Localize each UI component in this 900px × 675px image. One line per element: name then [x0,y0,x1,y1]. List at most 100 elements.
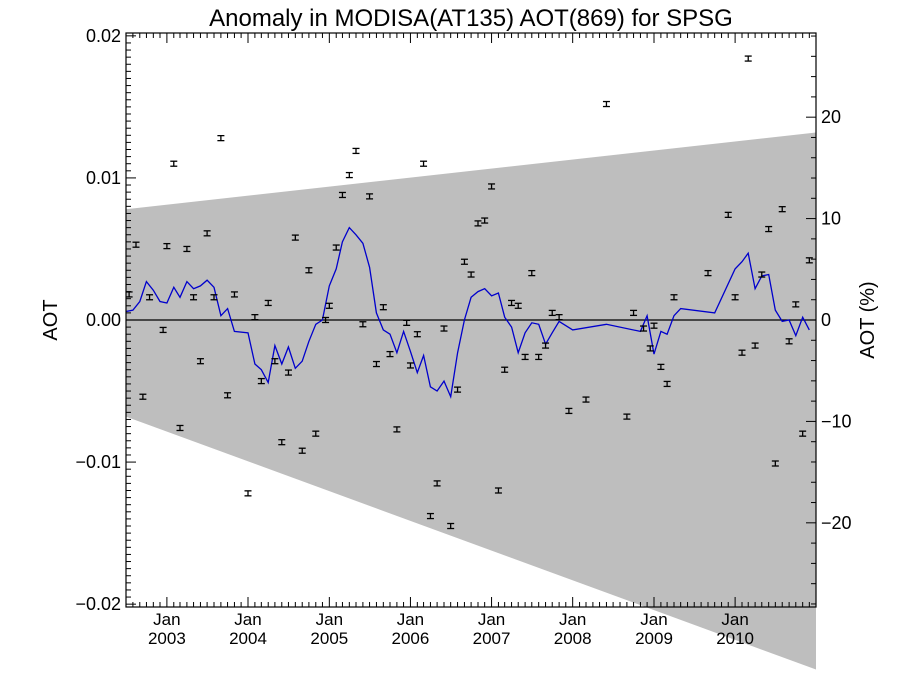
data-point [271,358,279,365]
data-point [359,321,367,328]
x-tick-label-year: 2003 [148,629,186,648]
x-tick-label-year: 2006 [392,629,430,648]
data-point [163,242,171,250]
data-point [322,316,330,324]
data-point [257,377,265,385]
data-point [508,299,516,307]
data-point [565,407,573,415]
data-point [623,413,631,420]
x-tick-label-month: Jan [316,610,343,629]
data-point [704,269,712,277]
data-point [494,487,502,494]
data-point [501,366,509,373]
y2-axis-label: AOT (%) [857,281,879,358]
data-point [630,309,638,317]
data-point [366,193,374,200]
data-point [799,430,807,437]
data-point [521,353,529,361]
data-point [426,512,434,520]
data-point [278,439,286,446]
data-point [528,269,536,277]
data-point [338,191,346,199]
anomaly-line-layer [125,226,810,400]
data-point [217,134,225,142]
y2-tick-label: 20 [821,107,841,127]
data-point [663,380,671,388]
y2-tick-label: −10 [821,411,852,431]
data-point [724,211,732,219]
data-point [139,393,147,400]
data-point [738,349,746,356]
data-point [196,358,204,365]
x-tick-label-month: Jan [478,610,505,629]
chart-title: Anomaly in MODISA(AT135) AOT(869) for SP… [209,5,733,32]
data-point [447,522,455,530]
data-point [440,325,448,332]
data-point [325,302,333,309]
data-point [284,369,292,376]
data-point [393,426,401,433]
data-point [264,299,272,307]
y-tick-label: 0.01 [86,168,121,188]
data-point [792,301,800,308]
data-point [159,326,167,334]
confidence-band-layer [126,132,816,670]
data-point [251,314,259,321]
data-point [372,360,380,368]
y-axis-label: AOT [40,299,62,340]
data-point [403,319,411,326]
data-point [176,424,184,432]
data-point [190,294,198,301]
data-point [305,267,313,274]
data-point [386,350,394,358]
data-point [298,447,306,454]
y2-tick-label: −20 [821,513,852,533]
data-point [230,291,238,298]
data-point [224,392,232,399]
data-point [646,345,654,352]
data-point [765,225,773,233]
data-point [657,363,665,371]
data-point [474,220,482,227]
anomaly-line [125,226,810,400]
data-point [420,160,428,167]
x-tick-label-year: 2005 [310,629,348,648]
data-point [650,322,658,329]
data-point [312,430,320,437]
y-axis-left: −0.02 −0.01 0.00 0.01 0.02 [75,26,136,614]
y-tick-label: 0.02 [86,26,121,46]
data-point [555,314,563,321]
y-tick-label: −0.01 [75,452,121,472]
data-point [481,217,489,224]
y-tick-label: −0.02 [75,594,121,614]
y2-tick-label: 0 [821,310,831,330]
data-point [460,258,468,265]
x-tick-label-year: 2009 [635,629,673,648]
data-point [170,160,178,167]
data-point [467,271,475,278]
data-point [146,294,154,301]
x-tick-label-month: Jan [721,610,748,629]
monthly-points-layer [125,55,813,530]
data-point [183,245,191,253]
data-point [758,271,766,278]
data-point [744,55,752,62]
data-point [602,100,610,108]
data-point [751,342,759,349]
data-point [785,338,793,345]
x-tick-label-year: 2004 [229,629,267,648]
data-point [203,230,211,237]
data-point [640,325,648,332]
data-point [778,206,786,213]
y-axis-right: −20 −10 0 10 20 [806,35,852,605]
data-point [244,490,252,497]
data-point [291,234,299,241]
x-axis: Jan2003Jan2004Jan2005Jan2006Jan2007Jan20… [125,33,810,648]
y-tick-label: 0.00 [86,310,121,330]
confidence-band [126,132,816,670]
data-point [413,331,421,338]
data-point [352,147,360,155]
x-tick-label-month: Jan [397,610,424,629]
data-point [433,480,441,487]
x-tick-label-month: Jan [640,610,667,629]
